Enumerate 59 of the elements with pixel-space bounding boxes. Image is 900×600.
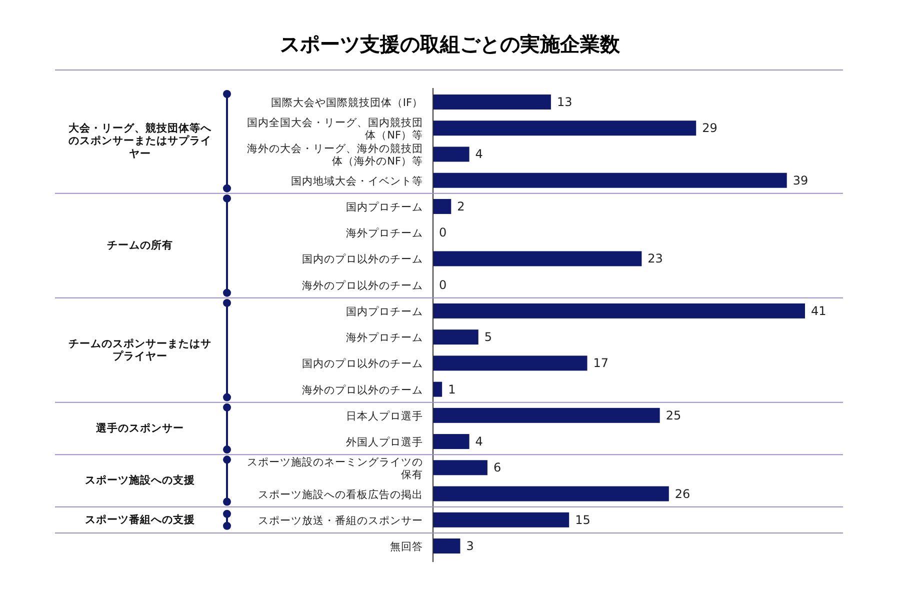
data-label: 4 — [475, 434, 483, 449]
data-label: 3 — [466, 539, 474, 554]
y-tick-label: 外国人プロ選手 — [346, 435, 423, 448]
y-tick-label: スポーツ施設のネーミングライツの保有 — [247, 455, 423, 481]
bar — [433, 512, 570, 528]
data-label: 29 — [702, 121, 718, 136]
bar — [433, 486, 669, 502]
data-label: 26 — [674, 487, 690, 502]
bar — [433, 460, 488, 476]
data-label: 6 — [493, 460, 502, 475]
y-tick-label: 海外のプロ以外のチーム — [302, 383, 423, 396]
data-label: 4 — [475, 148, 483, 162]
text: 大会・リーグ、競技団体等へのスポンサーまたはサプライヤー — [68, 121, 212, 160]
y-tick-label: 海外プロチーム — [346, 226, 423, 240]
bar — [433, 172, 787, 188]
data-label: 5 — [484, 330, 492, 344]
y-tick-label: 国内全国大会・リーグ、国内競技団体（NF）等 — [247, 116, 423, 142]
bar — [433, 303, 805, 318]
data-label: 2 — [457, 200, 465, 214]
bar — [433, 330, 478, 345]
bar — [433, 382, 442, 397]
data-label: 17 — [593, 356, 609, 370]
data-label: 25 — [666, 408, 682, 423]
bar — [433, 120, 696, 136]
chart-title: スポーツ支援の取組ごとの実施企業数 — [280, 32, 621, 56]
y-tick-label: 無回答 — [390, 540, 423, 553]
y-tick-label: 国際大会や国際競技団体（IF） — [270, 96, 423, 109]
data-label: 23 — [648, 252, 663, 266]
bar — [433, 356, 588, 371]
y-tick-label: スポーツ放送・番組のスポンサー — [258, 514, 423, 527]
y-tick-label: 国内地域大会・イベント等 — [291, 174, 423, 188]
bar — [433, 94, 551, 110]
text: スポーツ番組への支援 — [85, 512, 195, 526]
y-tick-label: スポーツ施設への看板広告の掲出 — [258, 488, 423, 501]
data-label: 39 — [792, 174, 808, 188]
data-label: 13 — [556, 95, 572, 110]
data-label: 41 — [811, 304, 826, 318]
y-tick-label: 海外のプロ以外のチーム — [302, 278, 423, 292]
bar — [433, 251, 642, 266]
text: スポーツ施設への支援 — [85, 474, 195, 487]
data-label: 0 — [439, 226, 447, 240]
text: チームのスポンサーまたはサプライヤー — [68, 338, 212, 362]
y-tick-label: 海外プロチーム — [346, 330, 423, 344]
y-tick-label: 海外の大会・リーグ、海外の競技団体（海外のNF）等 — [247, 142, 423, 168]
bar — [433, 146, 470, 162]
bar — [433, 434, 470, 450]
text: チームの所有 — [107, 238, 173, 252]
bar — [433, 538, 460, 554]
data-label: 0 — [439, 278, 447, 292]
data-label: 1 — [448, 382, 456, 397]
y-tick-label: 国内プロチーム — [346, 200, 423, 214]
data-label: 15 — [575, 513, 590, 528]
y-tick-label: 国内のプロ以外のチーム — [302, 252, 423, 266]
y-tick-label: 日本人プロ選手 — [346, 409, 423, 422]
bar — [433, 198, 452, 214]
bar — [433, 408, 660, 423]
y-tick-label: 国内のプロ以外のチーム — [302, 357, 423, 370]
y-tick-label: 国内プロチーム — [346, 304, 423, 318]
text: 選手のスポンサー — [96, 421, 184, 434]
